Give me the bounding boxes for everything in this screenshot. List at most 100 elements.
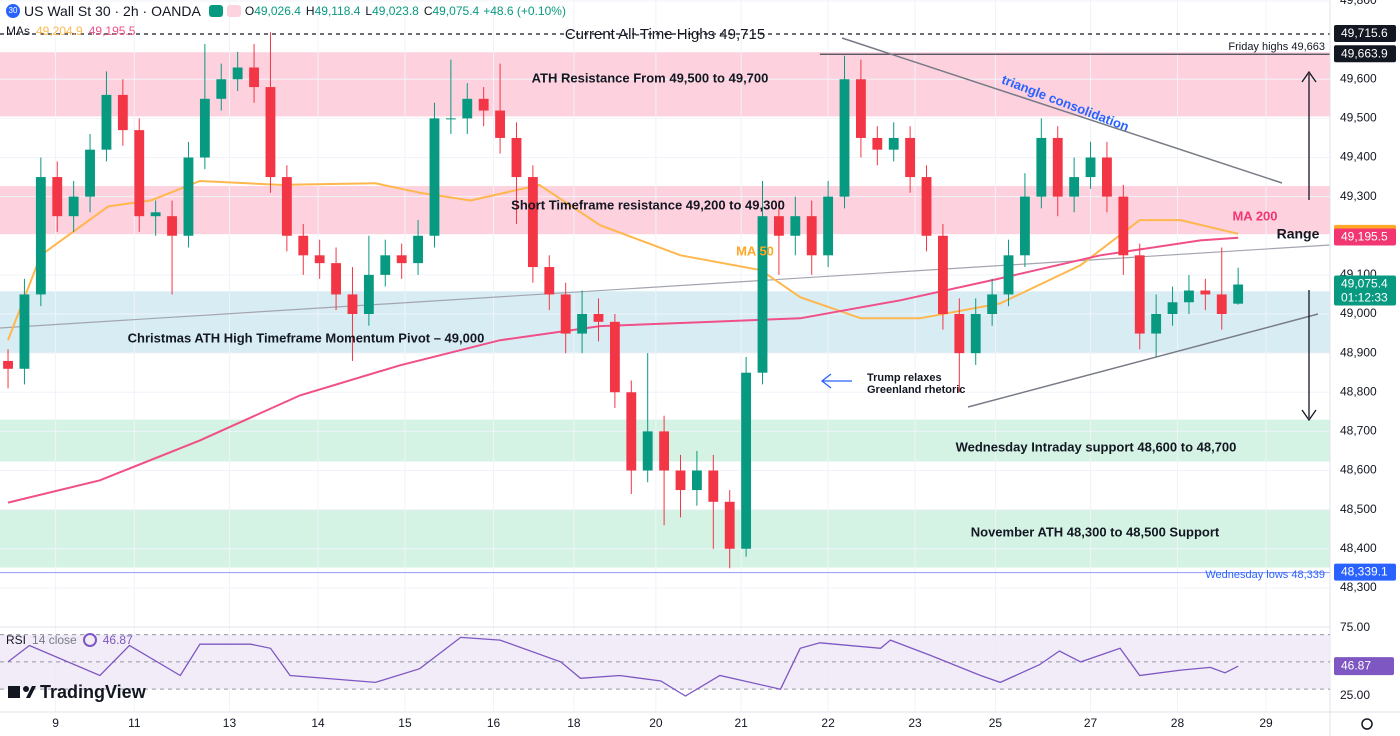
candle-body <box>527 177 538 268</box>
x-tick-label: 18 <box>567 716 581 730</box>
x-tick-label: 21 <box>735 716 749 730</box>
symbol-badge: 30 <box>6 4 20 18</box>
ohlc-label: H <box>305 4 315 18</box>
x-tick-label: 28 <box>1171 716 1185 730</box>
candle-body <box>331 263 341 295</box>
candle-body <box>19 294 30 369</box>
ohlc-value: 49,118.4 <box>314 4 361 18</box>
candle-body <box>101 94 112 150</box>
candle-body <box>1233 284 1244 304</box>
candle-body <box>839 79 850 197</box>
rsi-value: 46.87 <box>102 633 133 647</box>
zones <box>0 52 1330 568</box>
news-annotation: Greenland rhetoric <box>867 384 965 396</box>
candle-body <box>1020 196 1030 256</box>
settings-icon[interactable] <box>1361 718 1373 730</box>
x-tick-label: 25 <box>989 716 1003 730</box>
y-tick-label: 48,700 <box>1340 424 1377 438</box>
candle-body <box>117 94 128 131</box>
candle-body <box>659 431 670 471</box>
candle-body <box>905 137 916 178</box>
zone-label: Christmas ATH High Timeframe Momentum Pi… <box>128 330 485 345</box>
candle-body <box>773 216 784 236</box>
candle-body <box>52 177 63 217</box>
candle-body <box>445 118 456 120</box>
rsi-icon <box>82 633 97 647</box>
candle-body <box>314 255 325 264</box>
candle-body <box>495 110 506 138</box>
axes: 49,80049,60049,50049,40049,30049,10049,0… <box>52 0 1377 730</box>
ma-lines <box>7 179 1239 504</box>
candle-body <box>675 470 686 491</box>
news-annotation: Trump relaxes <box>867 372 942 384</box>
candle-body <box>938 235 948 314</box>
candle-body <box>363 274 374 314</box>
x-tick-label: 29 <box>1259 716 1273 730</box>
candle-body <box>281 177 292 236</box>
candle-body <box>396 255 407 264</box>
logo-mark <box>26 686 36 698</box>
candle-body <box>35 177 46 295</box>
y-tick-label: 48,300 <box>1340 580 1377 594</box>
candle-body <box>1151 314 1162 334</box>
price-tag <box>1334 275 1396 306</box>
arrow-head <box>1301 409 1317 422</box>
price-tag-label: 49,663.9 <box>1341 46 1388 60</box>
candle-body <box>249 67 259 88</box>
ma-legend-value: 49,195.5 <box>88 24 136 38</box>
candle-body <box>741 372 752 549</box>
ohlc-label: C <box>423 4 433 18</box>
x-tick-label: 15 <box>398 716 412 730</box>
rsi-tick-label: 75.00 <box>1340 620 1370 634</box>
zone-label: Short Timeframe resistance 49,200 to 49,… <box>511 197 785 212</box>
y-tick-label: 49,500 <box>1340 111 1377 125</box>
candle-body <box>823 196 834 256</box>
y-tick-label: 49,300 <box>1340 189 1377 203</box>
x-tick-label: 27 <box>1084 716 1098 730</box>
range-trendline <box>0 244 1331 329</box>
price-tag-label: 49,195.5 <box>1341 230 1388 244</box>
levels <box>0 33 1330 574</box>
candle-body <box>232 67 243 80</box>
candle-body <box>708 470 719 502</box>
y-tick-label: 49,000 <box>1340 306 1377 320</box>
candle-body <box>134 130 145 217</box>
header: 30 US Wall St 30 · 2h · OANDA O 49,026.4 H… <box>6 3 566 19</box>
candle-body <box>954 314 965 354</box>
price-tag <box>1334 25 1396 43</box>
x-tick-label: 16 <box>487 716 501 730</box>
candle-body <box>626 392 637 471</box>
candle-body <box>1167 302 1178 314</box>
candle-body <box>593 314 604 322</box>
x-tick-label: 14 <box>311 716 325 730</box>
candle-body <box>888 137 899 150</box>
candle-body <box>642 431 653 471</box>
candle-body <box>429 118 440 236</box>
level-label: Current All-Time Highs 49,715 <box>565 26 765 43</box>
candle-body <box>1003 255 1014 295</box>
candle-body <box>577 314 588 334</box>
candle-body <box>609 321 620 393</box>
zone <box>0 509 1330 568</box>
y-tick-label: 49,600 <box>1340 71 1377 85</box>
y-tick-label: 49,800 <box>1340 0 1377 7</box>
candle-body <box>544 267 555 295</box>
rsi-legend: RSI 14 close 46.87 <box>6 633 133 647</box>
rsi-tag-label: 46.87 <box>1341 658 1371 672</box>
candle-body <box>806 216 817 256</box>
x-tick-label: 23 <box>908 716 922 730</box>
y-tick-label: 49,400 <box>1340 150 1377 164</box>
candles <box>3 32 1244 569</box>
change: +48.6 (+0.10%) <box>483 4 566 18</box>
triangle-lower-line <box>967 313 1319 408</box>
tradingview-logo: TradingView <box>8 682 147 702</box>
status-icon <box>226 5 241 17</box>
zone-label: ATH Resistance From 49,500 to 49,700 <box>532 70 769 85</box>
price-tags: 46.8749,715.649,663.949,204.949,195.549,… <box>1334 25 1396 676</box>
x-tick-label: 9 <box>52 716 59 730</box>
candle-body <box>1184 290 1194 303</box>
rsi-tag <box>1334 657 1394 676</box>
candle-body <box>921 177 932 236</box>
candle-body <box>1216 294 1227 314</box>
